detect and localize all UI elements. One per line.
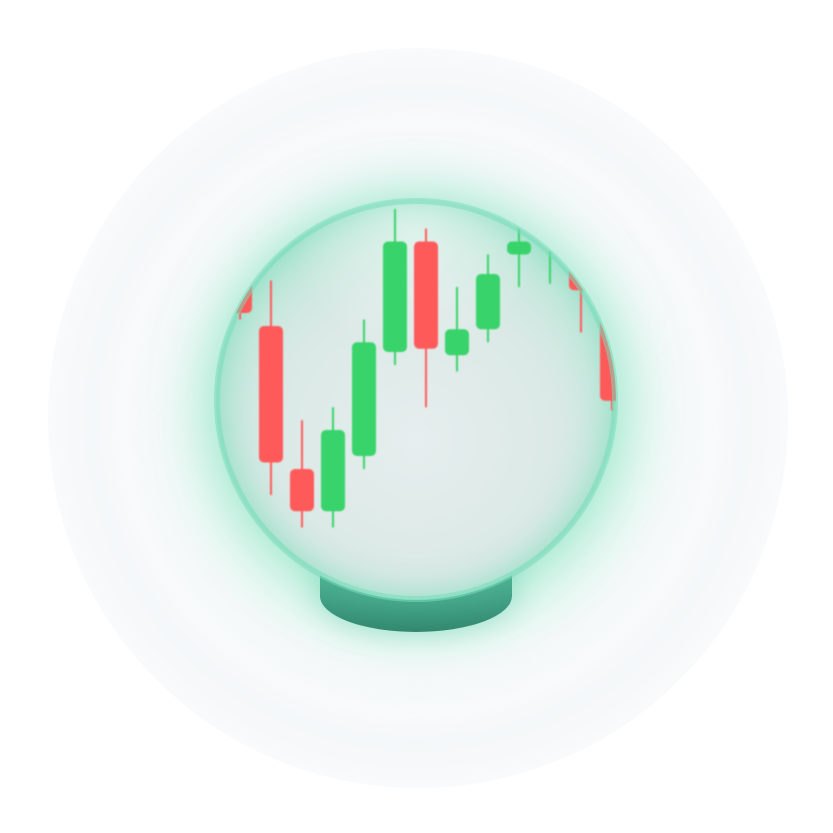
candle-body: [476, 274, 500, 330]
candle-8: [445, 287, 469, 372]
candle-2: [259, 280, 283, 495]
candle-5: [352, 319, 376, 469]
candle-body: [290, 469, 314, 512]
candle-10: [507, 209, 531, 287]
candle-body: [259, 326, 283, 463]
candle-11: [538, 200, 562, 284]
candle-9: [476, 254, 500, 343]
candle-3: [290, 420, 314, 528]
candle-body: [569, 241, 593, 291]
candle-4: [321, 407, 345, 528]
candle-body: [321, 430, 345, 512]
candle-body: [383, 241, 407, 352]
sphere-rim: [214, 198, 618, 602]
candle-6: [383, 209, 407, 365]
candle-body: [445, 329, 469, 356]
candle-body: [352, 342, 376, 456]
candle-body: [538, 212, 562, 226]
candle-body: [414, 241, 438, 349]
candle-body: [507, 241, 531, 255]
candle-7: [414, 228, 438, 408]
